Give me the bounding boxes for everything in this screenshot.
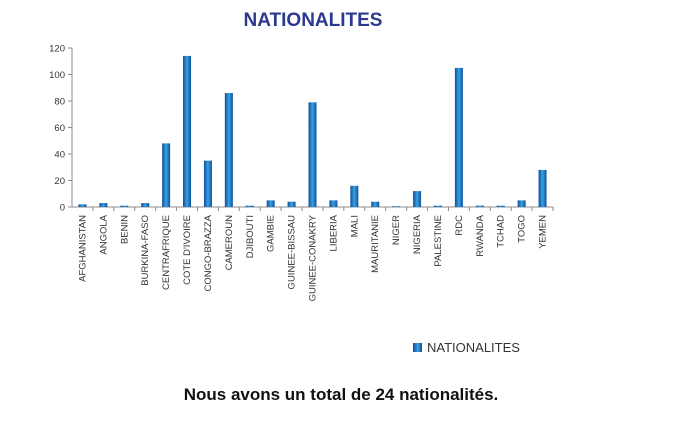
y-tick-label: 40	[54, 150, 65, 161]
bar-rwanda	[475, 205, 484, 207]
bar-cote-d-ivoire	[183, 55, 192, 208]
x-tick-label: CENTRAFRIQUE	[161, 215, 172, 290]
x-tick-labels: AFGHANISTAN ANGOLA BENIN BURKINA-FASO CENTRA…	[77, 214, 548, 301]
y-tick-label: 120	[49, 44, 65, 55]
bar-tchad	[496, 205, 505, 207]
legend-label: NATIONALITES	[427, 340, 520, 355]
x-tick-label: YEMEN	[538, 215, 549, 249]
x-tick-label: LIBERIA	[328, 214, 339, 251]
x-tick-label: RWANDA	[475, 214, 486, 256]
bar-burkina-faso	[141, 203, 150, 207]
x-tick-label: TCHAD	[496, 215, 507, 248]
x-tick-label: RDC	[454, 215, 465, 236]
legend-swatch	[413, 343, 422, 352]
x-tick-label: NIGER	[391, 215, 402, 245]
x-tick-label: CONGO-BRAZZA	[203, 214, 214, 291]
bar-guinee-conakry	[308, 102, 317, 207]
y-tick-label: 20	[54, 176, 65, 187]
bar-mauritanie	[371, 201, 380, 207]
y-tick-labels: 0 20 40 60 80 100 120	[49, 44, 65, 214]
x-tick-label: DJIBOUTI	[245, 215, 256, 258]
bar-benin	[120, 205, 129, 207]
bar-liberia	[329, 200, 338, 207]
bar-congo-brazza	[203, 160, 212, 207]
y-tick-label: 80	[54, 97, 65, 108]
x-tick-label: MALI	[349, 215, 360, 237]
x-tick-label: COTE D'IVOIRE	[182, 215, 193, 285]
bar-guinee-bissau	[287, 201, 296, 207]
bar-centrafrique	[162, 143, 171, 207]
bar-afghanistan	[78, 204, 87, 207]
chart-legend: NATIONALITES	[413, 340, 520, 355]
x-tick-label: NIGERIA	[412, 214, 423, 254]
x-tick-label: BURKINA-FASO	[140, 215, 151, 286]
bar-djibouti	[245, 205, 254, 207]
x-tick-label: GUINEE-CONAKRY	[308, 214, 319, 301]
x-tick-label: TOGO	[517, 215, 528, 243]
x-tick-label: MAURITANIE	[370, 215, 381, 273]
x-tick-label: BENIN	[119, 215, 130, 244]
bar-nigeria	[413, 191, 422, 207]
x-tick-label: GUINEE-BISSAU	[287, 215, 298, 290]
x-tick-label: CAMEROUN	[224, 215, 235, 271]
bar-togo	[517, 200, 526, 207]
bar-niger	[392, 206, 401, 207]
x-tick-label: AFGHANISTAN	[77, 215, 88, 282]
x-tick-label: GAMBIE	[266, 215, 277, 252]
bar-palestine	[433, 205, 442, 207]
y-tick-label: 60	[54, 123, 65, 134]
bar-rdc	[454, 67, 463, 207]
chart-bars	[78, 55, 547, 208]
bar-yemen	[538, 169, 547, 207]
chart-title: NATIONALITES	[243, 10, 383, 31]
x-tick-label: ANGOLA	[98, 214, 109, 254]
bar-cameroun	[224, 93, 233, 207]
footer-text: Nous avons un total de 24 nationalités.	[183, 385, 499, 404]
y-tick-label: 100	[49, 70, 65, 81]
bar-mali	[350, 185, 359, 207]
y-tick-label: 0	[60, 203, 65, 214]
x-tick-label: PALESTINE	[433, 215, 444, 267]
bar-angola	[99, 203, 108, 207]
bar-gambie	[266, 200, 275, 207]
